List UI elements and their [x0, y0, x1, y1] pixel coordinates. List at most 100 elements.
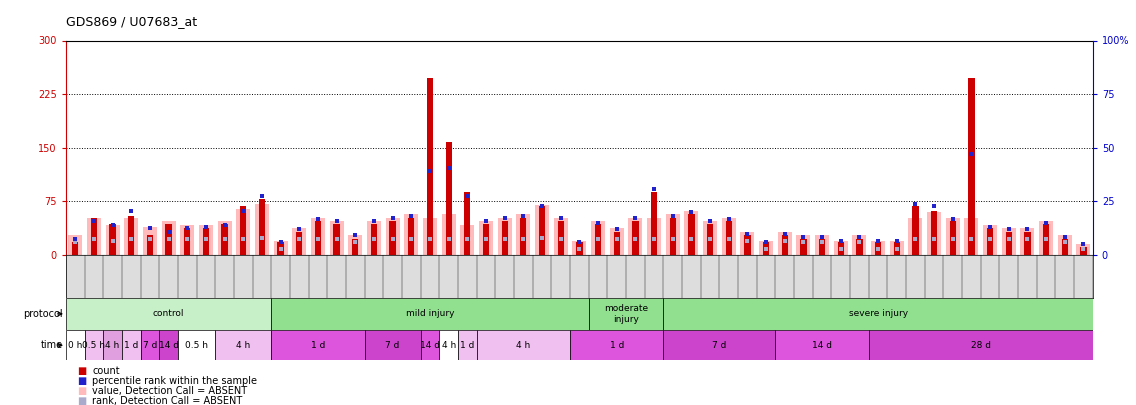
Point	[887, 246, 905, 253]
Bar	[240, 207, 247, 255]
Bar	[520, 218, 526, 255]
Text: count: count	[92, 366, 119, 375]
Text: percentile rank within the sample: percentile rank within the sample	[92, 376, 257, 386]
Point	[608, 226, 626, 232]
Bar	[352, 239, 359, 255]
Text: 0.5 h: 0.5 h	[185, 341, 208, 350]
Point	[85, 217, 103, 224]
Bar	[666, 214, 679, 255]
Point	[962, 235, 980, 242]
Point	[1018, 226, 1036, 232]
Point	[1055, 233, 1074, 240]
Bar	[91, 218, 97, 255]
Point	[851, 233, 869, 240]
Point	[663, 235, 682, 242]
Point	[1018, 236, 1036, 243]
Point	[907, 200, 925, 207]
Bar	[498, 218, 511, 255]
Point	[309, 235, 327, 242]
Point	[515, 235, 533, 242]
Bar	[427, 78, 433, 255]
Point	[272, 239, 290, 245]
Point	[234, 235, 252, 242]
Bar	[869, 330, 1093, 360]
Point	[103, 238, 122, 244]
Point	[683, 235, 701, 242]
Bar	[109, 224, 116, 255]
Point	[123, 235, 141, 242]
Point	[588, 220, 607, 226]
Point	[1000, 226, 1018, 232]
Bar	[465, 192, 470, 255]
Point	[552, 235, 570, 242]
Text: ■: ■	[77, 386, 86, 396]
Point	[944, 216, 962, 223]
Bar	[440, 330, 458, 360]
Bar	[613, 232, 620, 255]
Text: 1 d: 1 d	[460, 341, 475, 350]
Text: value, Detection Call = ABSENT: value, Detection Call = ABSENT	[92, 386, 248, 396]
Bar	[122, 330, 141, 360]
Point	[869, 246, 887, 253]
Bar	[420, 330, 440, 360]
Bar	[106, 225, 119, 255]
Bar	[254, 204, 269, 255]
Bar	[370, 224, 377, 255]
Point	[1037, 220, 1055, 226]
Point	[234, 207, 252, 214]
Bar	[334, 224, 340, 255]
Bar	[968, 78, 975, 255]
Point	[346, 232, 365, 239]
Text: mild injury: mild injury	[406, 309, 454, 318]
Bar	[912, 207, 919, 255]
Point	[701, 235, 719, 242]
Point	[515, 213, 533, 219]
Text: ■: ■	[77, 396, 86, 405]
Text: 4 h: 4 h	[442, 341, 456, 350]
Bar	[442, 214, 456, 255]
Point	[421, 168, 440, 174]
Point	[832, 238, 850, 244]
Bar	[894, 242, 900, 255]
Bar	[703, 221, 717, 255]
Bar	[445, 142, 452, 255]
Bar	[517, 214, 531, 255]
Point	[365, 217, 383, 224]
Point	[1000, 236, 1018, 243]
Text: 1 d: 1 d	[610, 341, 624, 350]
Bar	[501, 221, 508, 255]
Bar	[744, 235, 751, 255]
Text: 14 d: 14 d	[812, 341, 832, 350]
Bar	[202, 228, 209, 255]
Bar	[483, 224, 490, 255]
Bar	[272, 330, 365, 360]
Point	[626, 215, 644, 221]
Bar	[349, 235, 362, 255]
Point	[458, 193, 476, 200]
Point	[178, 225, 197, 231]
Bar	[782, 235, 788, 255]
Bar	[684, 211, 699, 255]
Bar	[983, 225, 997, 255]
Point	[141, 225, 159, 231]
Bar	[558, 221, 563, 255]
Text: 4 h: 4 h	[106, 341, 119, 350]
Bar	[1039, 221, 1053, 255]
Bar	[367, 221, 381, 255]
Bar	[159, 330, 178, 360]
Bar	[950, 221, 957, 255]
Point	[103, 222, 122, 228]
Point	[495, 215, 513, 221]
Text: 7 d: 7 d	[385, 341, 400, 350]
Bar	[763, 242, 769, 255]
Bar	[259, 199, 265, 255]
Bar	[423, 218, 437, 255]
Text: 1 d: 1 d	[311, 341, 325, 350]
Bar	[1043, 224, 1050, 255]
Point	[402, 213, 420, 219]
Point	[440, 164, 458, 171]
Bar	[215, 330, 272, 360]
Text: protocol: protocol	[23, 309, 62, 319]
Bar	[852, 235, 867, 255]
Point	[570, 239, 588, 245]
